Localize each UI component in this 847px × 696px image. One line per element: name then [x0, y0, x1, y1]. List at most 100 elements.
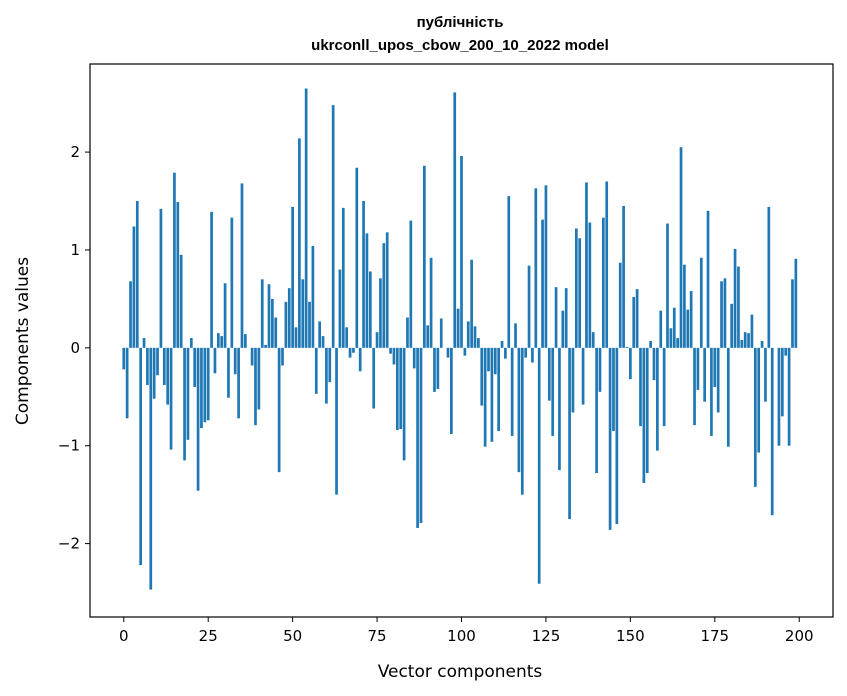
bar-173	[706, 210, 710, 348]
bar-144	[608, 347, 612, 530]
x-tick-label: 200	[785, 627, 814, 645]
bar-64	[338, 269, 342, 348]
bar-79	[389, 347, 392, 354]
bar-142	[601, 217, 605, 348]
bar-163	[672, 307, 676, 348]
x-tick-label: 150	[616, 627, 645, 645]
bar-171	[699, 257, 703, 348]
bar-1	[125, 347, 129, 419]
bar-87	[416, 347, 419, 528]
bar-30	[223, 283, 227, 348]
bar-120	[527, 265, 531, 348]
bar-18	[183, 347, 186, 461]
bar-119	[524, 347, 528, 358]
bar-176	[716, 347, 720, 413]
bar-94	[439, 318, 443, 348]
bar-179	[726, 347, 730, 447]
bar-27	[213, 347, 217, 374]
bar-115	[510, 347, 514, 436]
bar-42	[264, 344, 267, 348]
bar-62	[331, 105, 335, 348]
bar-112	[500, 340, 504, 348]
bar-187	[753, 347, 757, 487]
y-tick-label: −2	[58, 535, 80, 553]
bar-169	[693, 347, 696, 426]
bar-101	[463, 347, 467, 356]
bar-138	[588, 222, 592, 348]
bar-67	[348, 347, 352, 358]
bar-130	[561, 310, 565, 348]
bar-60	[325, 347, 328, 404]
bar-12	[162, 347, 166, 386]
bar-172	[703, 347, 707, 402]
bar-49	[287, 288, 291, 348]
bar-82	[399, 347, 403, 430]
bar-190	[764, 347, 767, 402]
bar-6	[142, 338, 146, 348]
bar-65	[341, 207, 345, 348]
bar-2	[129, 281, 132, 348]
bar-197	[787, 347, 791, 446]
bar-148	[622, 205, 625, 348]
bar-69	[355, 167, 359, 348]
bar-127	[551, 347, 555, 436]
bar-72	[365, 233, 369, 348]
bar-104	[473, 326, 477, 348]
bar-157	[652, 347, 656, 381]
bar-134	[574, 228, 578, 348]
bar-5	[139, 347, 143, 566]
bar-44	[271, 298, 274, 348]
bar-152	[635, 289, 639, 348]
bar-110	[493, 347, 497, 375]
bar-181	[733, 248, 737, 348]
bar-9	[152, 347, 156, 399]
bar-48	[284, 301, 288, 348]
bar-39	[254, 347, 257, 426]
bar-102	[466, 321, 470, 348]
bar-111	[497, 347, 500, 432]
bar-189	[760, 340, 764, 348]
bar-192	[770, 347, 774, 516]
bar-168	[689, 291, 693, 348]
bar-124	[541, 219, 544, 348]
bar-105	[477, 338, 480, 348]
bar-85	[409, 220, 413, 348]
bar-45	[274, 317, 278, 348]
x-tick-label: 25	[199, 627, 218, 645]
bar-160	[662, 347, 666, 427]
bar-29	[220, 336, 224, 348]
bar-175	[713, 347, 717, 387]
bar-25	[206, 347, 210, 421]
bar-23	[200, 347, 203, 429]
bar-177	[720, 281, 723, 348]
bar-135	[578, 238, 582, 348]
bar-186	[750, 314, 754, 348]
y-axis: −2 −1 0 1 2	[58, 143, 90, 553]
bar-167	[686, 309, 690, 348]
bar-96	[446, 347, 450, 358]
bar-83	[402, 347, 406, 461]
x-tick-label: 50	[283, 627, 302, 645]
bar-178	[723, 278, 727, 348]
bar-166	[683, 264, 686, 348]
bar-156	[649, 340, 652, 348]
bar-16	[176, 202, 180, 348]
bar-117	[517, 347, 521, 473]
bar-8	[149, 347, 153, 590]
x-tick-label: 125	[532, 627, 561, 645]
bar-90	[426, 325, 430, 348]
bar-33	[233, 347, 237, 375]
bar-136	[581, 347, 585, 405]
bar-129	[558, 347, 561, 471]
bar-46	[277, 347, 281, 473]
bar-21	[193, 347, 197, 387]
bar-164	[676, 338, 679, 348]
bar-41	[260, 279, 264, 348]
bar-195	[780, 347, 784, 417]
bar-126	[547, 347, 551, 401]
bar-123	[537, 347, 541, 584]
bar-20	[189, 338, 193, 348]
x-tick-label: 175	[700, 627, 729, 645]
bar-141	[598, 347, 602, 392]
